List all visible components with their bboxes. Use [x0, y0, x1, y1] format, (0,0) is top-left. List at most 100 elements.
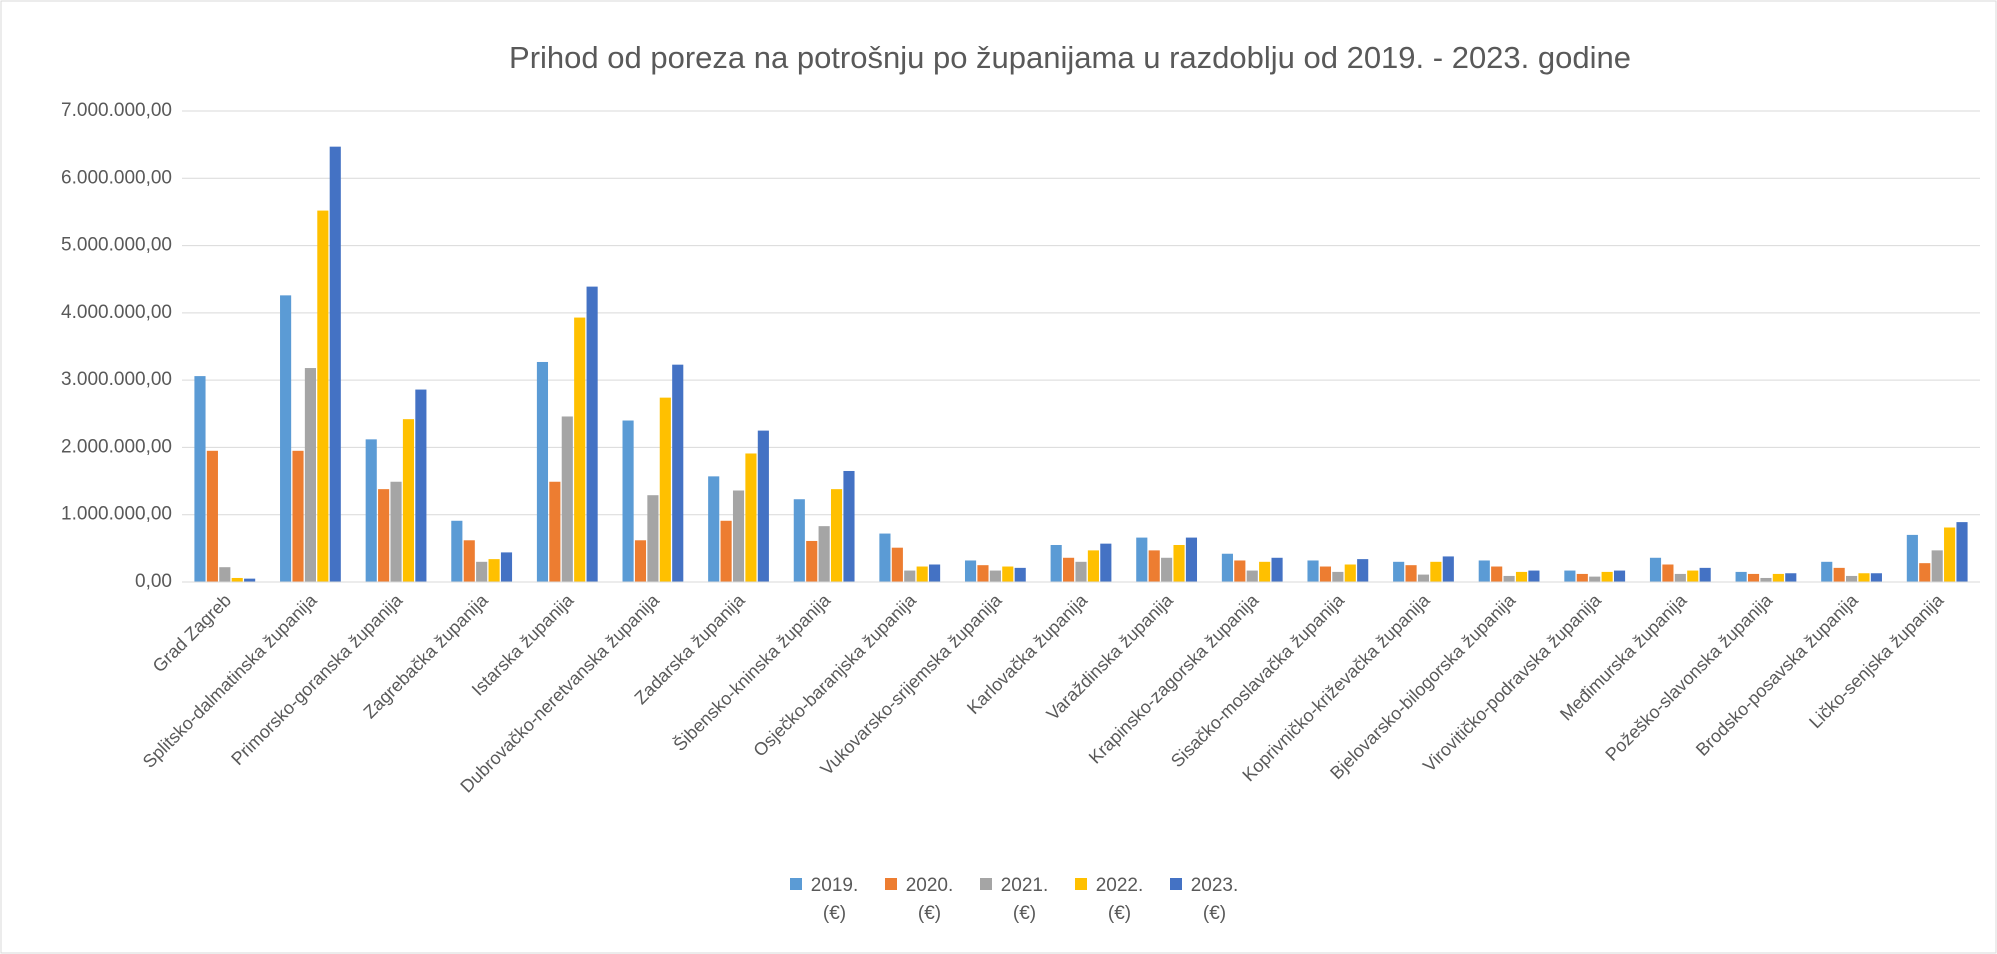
bar [1357, 559, 1369, 582]
bar [879, 533, 891, 582]
bar [219, 567, 231, 582]
bar [1503, 575, 1515, 582]
bar [1393, 561, 1405, 582]
bar [1833, 567, 1845, 582]
bar [647, 495, 659, 582]
bar [1662, 564, 1674, 582]
bar [1344, 564, 1356, 582]
legend-label: 2023. (€) [1190, 875, 1239, 924]
bar [561, 416, 573, 582]
legend-label: 2020. (€) [905, 875, 954, 924]
bar [451, 520, 463, 582]
bar [1699, 567, 1711, 582]
y-tick-label: 0,00 [135, 571, 172, 592]
legend-label: 2021. (€) [1000, 875, 1049, 924]
bar [1063, 557, 1075, 582]
bar [244, 578, 256, 582]
bar [1747, 573, 1760, 582]
bar [659, 397, 671, 582]
legend-item: 2022. (€) [1075, 872, 1147, 928]
bar [891, 547, 903, 582]
legend-item: 2020. (€) [885, 872, 957, 928]
y-tick-label: 6.000.000,00 [61, 167, 172, 188]
bar [1185, 537, 1198, 582]
y-tick-label: 7.000.000,00 [61, 100, 172, 121]
bar [304, 368, 316, 582]
bar [964, 560, 977, 582]
bar [1735, 571, 1747, 582]
bar [1173, 544, 1185, 582]
bar [818, 526, 830, 582]
bar [720, 520, 732, 582]
bar [1576, 573, 1588, 582]
bar [1050, 544, 1062, 582]
bar [745, 453, 757, 582]
bar [830, 489, 843, 582]
bar [1430, 561, 1442, 582]
bar [280, 295, 292, 582]
bar [463, 540, 475, 582]
bar [536, 361, 549, 582]
bar [1944, 527, 1956, 582]
legend-label: 2019. (€) [810, 875, 859, 924]
bar [586, 286, 598, 582]
bar [1870, 573, 1882, 582]
bar [390, 481, 402, 582]
bar [1649, 557, 1662, 582]
y-tick-label: 3.000.000,00 [61, 369, 172, 390]
bar [732, 490, 745, 582]
bar [1014, 567, 1026, 582]
legend-swatch [980, 878, 992, 890]
y-tick-label: 1.000.000,00 [61, 504, 172, 525]
bar [206, 450, 218, 582]
bar [989, 570, 1001, 582]
bar [1601, 571, 1613, 582]
bar [1307, 560, 1319, 582]
bar [1417, 574, 1430, 582]
bar [1319, 566, 1332, 582]
bar [1491, 566, 1503, 582]
bar [231, 577, 243, 582]
bar [1906, 534, 1918, 582]
bar [1772, 573, 1784, 582]
bar [1221, 553, 1233, 582]
bar [977, 565, 989, 582]
bar [1246, 570, 1258, 582]
bar [378, 489, 390, 582]
bar [672, 364, 684, 582]
legend-swatch [885, 878, 897, 890]
bar [1515, 571, 1528, 582]
bar [757, 430, 769, 582]
legend-swatch [790, 878, 802, 890]
bar [904, 570, 916, 582]
y-tick-label: 5.000.000,00 [61, 235, 172, 256]
legend-swatch [1170, 878, 1182, 890]
bar [622, 420, 634, 582]
bar [365, 439, 377, 582]
bar [1234, 560, 1246, 582]
legend-label: 2022. (€) [1095, 875, 1144, 924]
y-tick-label: 4.000.000,00 [61, 302, 172, 323]
bar [929, 564, 941, 582]
bar [1919, 563, 1931, 582]
bar [1332, 571, 1344, 582]
bar [1405, 565, 1417, 582]
bar [1613, 570, 1626, 582]
bar [1564, 570, 1576, 582]
bar [488, 559, 500, 582]
bar [1589, 576, 1601, 582]
bar [549, 481, 561, 582]
bar [1271, 557, 1283, 582]
bar [500, 552, 513, 582]
chart-title: Prihod od poreza na potrošnju po županij… [509, 40, 1631, 75]
bar [1442, 556, 1454, 582]
bar [1956, 522, 1968, 582]
bar [402, 419, 415, 582]
bar [1821, 561, 1833, 582]
bar [1148, 550, 1160, 582]
bar [1931, 550, 1943, 582]
bar [843, 470, 855, 582]
bar [1075, 561, 1087, 582]
bar [1687, 570, 1699, 582]
